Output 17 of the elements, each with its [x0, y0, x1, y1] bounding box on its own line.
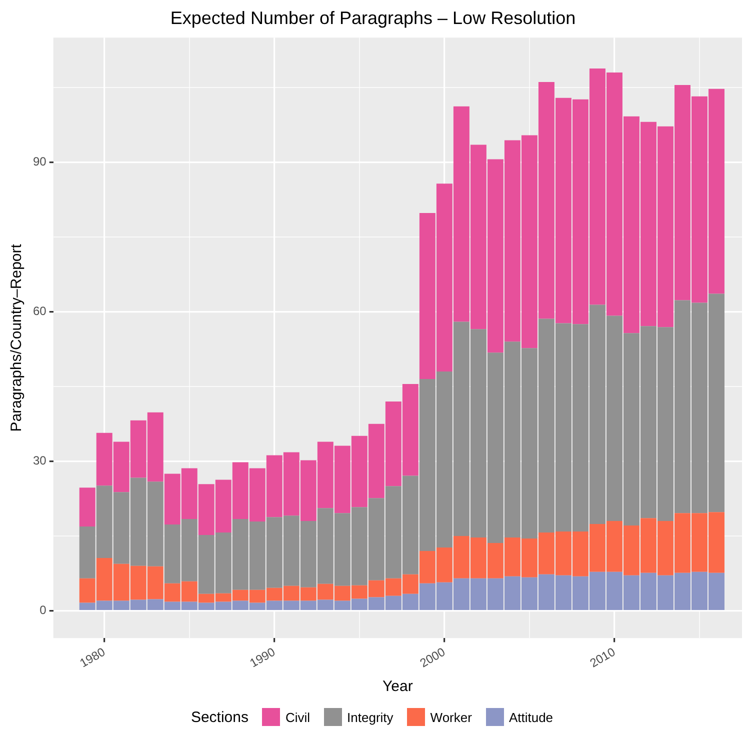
y-tick-label: 30: [32, 454, 47, 468]
x-tick-label: 2010: [588, 644, 618, 670]
y-axis-title: Paragraphs/Country–Report: [8, 243, 26, 432]
y-tick-label: 0: [40, 603, 47, 618]
x-tick-label: 1990: [247, 644, 278, 670]
legend-label: Integrity: [347, 710, 394, 724]
chart-title: Expected Number of Paragraphs – Low Resolution: [170, 8, 576, 28]
x-tick-label: 1980: [77, 644, 108, 670]
legend-label: Civil: [285, 710, 310, 724]
x-tick-label: 2000: [417, 644, 448, 670]
legend-title: Sections: [190, 708, 248, 726]
y-tick-label: 60: [32, 304, 47, 318]
bar: [79, 488, 96, 527]
legend-label: Attitude: [508, 710, 554, 724]
y-tick-label: 90: [32, 154, 47, 169]
legend-label: Worker: [430, 710, 472, 724]
x-axis-title: Year: [382, 678, 413, 696]
